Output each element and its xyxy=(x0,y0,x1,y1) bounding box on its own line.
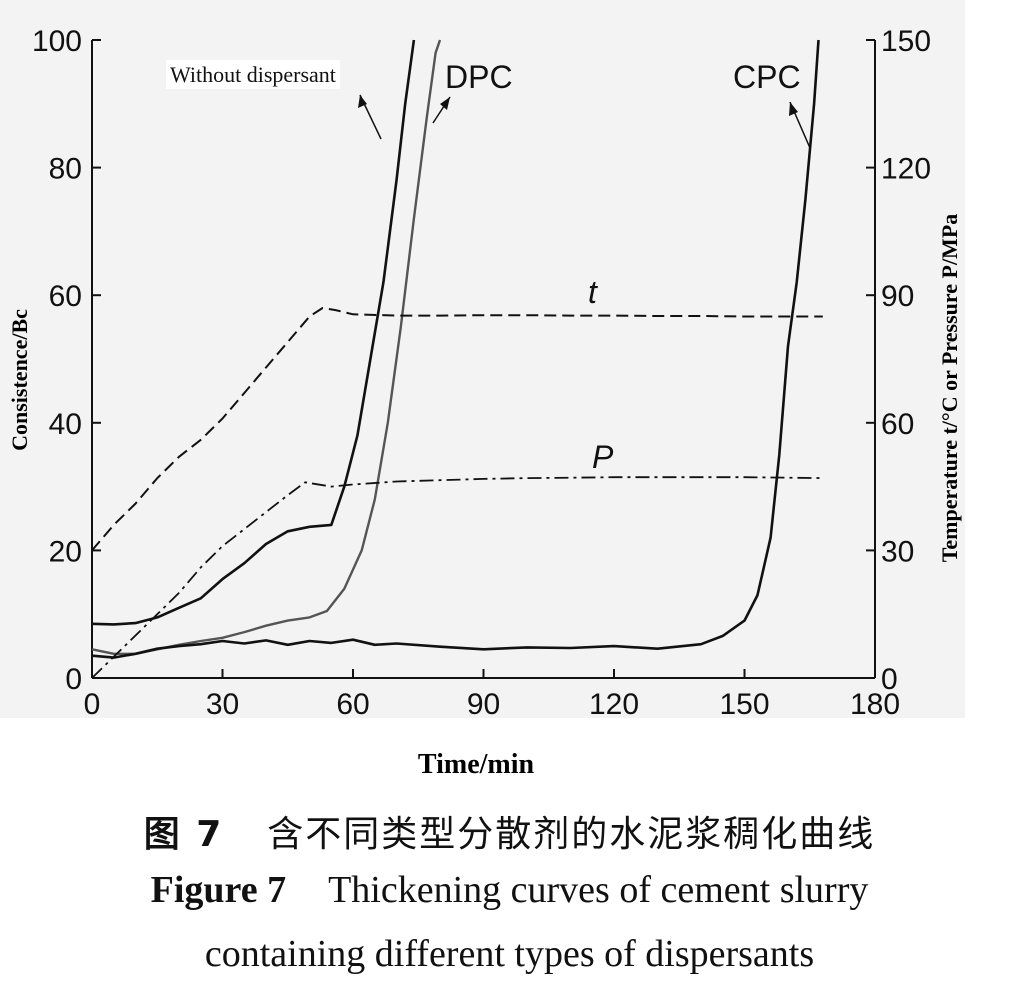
y-tick-label: 80 xyxy=(49,153,82,186)
plot-background xyxy=(0,0,965,718)
x-tick-label: 0 xyxy=(84,688,101,721)
y-tick-label: 20 xyxy=(49,535,82,568)
y2-tick-label: 120 xyxy=(881,153,931,186)
arrowhead-without-dispersant xyxy=(358,95,367,108)
caption-en-text: Thickening curves of cement slurry xyxy=(328,869,869,911)
series-line-p xyxy=(91,476,823,679)
annotation-background xyxy=(166,60,340,89)
axes: 0 30 60 90 120 150 180020406080100030609012015… xyxy=(32,25,931,721)
y2-tick-label: 60 xyxy=(881,408,914,441)
arrowhead-cpc xyxy=(789,102,798,116)
caption-en-label: Figure 7 xyxy=(150,869,287,911)
y2-tick-label: 30 xyxy=(881,535,914,568)
y-tick-label: 40 xyxy=(49,408,82,441)
y2-tick-label: 150 xyxy=(881,25,931,58)
annotation-dpc: DPC xyxy=(445,59,513,95)
y-tick-label: 0 xyxy=(65,663,82,696)
series-line-t xyxy=(91,307,823,552)
y2-axis-title: Temperature t/°C or Pressure P/MPa xyxy=(937,214,962,563)
x-tick-label: 150 xyxy=(719,688,769,721)
x-tick-label: 180 xyxy=(850,688,900,721)
series-layer xyxy=(91,39,823,679)
series-line-without-dispersant xyxy=(91,39,416,626)
caption-english-line1: Figure 7 Thickening curves of cement slur… xyxy=(0,868,1019,912)
chart-area: 0 30 60 90 120 150 180 0 20 40 60 80 100 0 30 60 90 120 15… xyxy=(0,0,965,780)
x-tick-label: 90 xyxy=(467,688,500,721)
caption-cn-text: 含不同类型分散剂的水泥浆稠化曲线 xyxy=(267,814,876,855)
y2-tick-label: 0 xyxy=(881,663,898,696)
x-axis-title: Time/min xyxy=(418,749,535,780)
caption-cn-label: 图 7 xyxy=(143,814,224,855)
y-tick-label: 100 xyxy=(32,25,82,58)
y-tick-label: 60 xyxy=(49,280,82,313)
caption-english-line2: containing different types of dispersant… xyxy=(204,933,815,975)
x-tick-label: 30 xyxy=(206,688,239,721)
thickening-chart: 0 30 60 90 120 150 180020406080100030609012015… xyxy=(0,0,965,780)
series-line-cpc xyxy=(91,39,820,659)
annotation-t: t xyxy=(588,274,598,310)
y-axis-title: Consistence/Bc xyxy=(7,309,32,451)
caption-chinese: 图 7 含不同类型分散剂的水泥浆稠化曲线 xyxy=(0,805,1019,857)
annotation-cpc: CPC xyxy=(733,59,801,95)
arrowhead-dpc xyxy=(440,97,450,110)
x-tick-label: 60 xyxy=(336,688,369,721)
annotation-p: P xyxy=(592,439,614,475)
annotation-layer: Without dispersant DPC CPC t P xyxy=(166,59,811,475)
x-tick-label: 120 xyxy=(589,688,639,721)
y2-tick-label: 90 xyxy=(881,280,914,313)
annotation-without-dispersant: Without dispersant xyxy=(170,62,336,87)
